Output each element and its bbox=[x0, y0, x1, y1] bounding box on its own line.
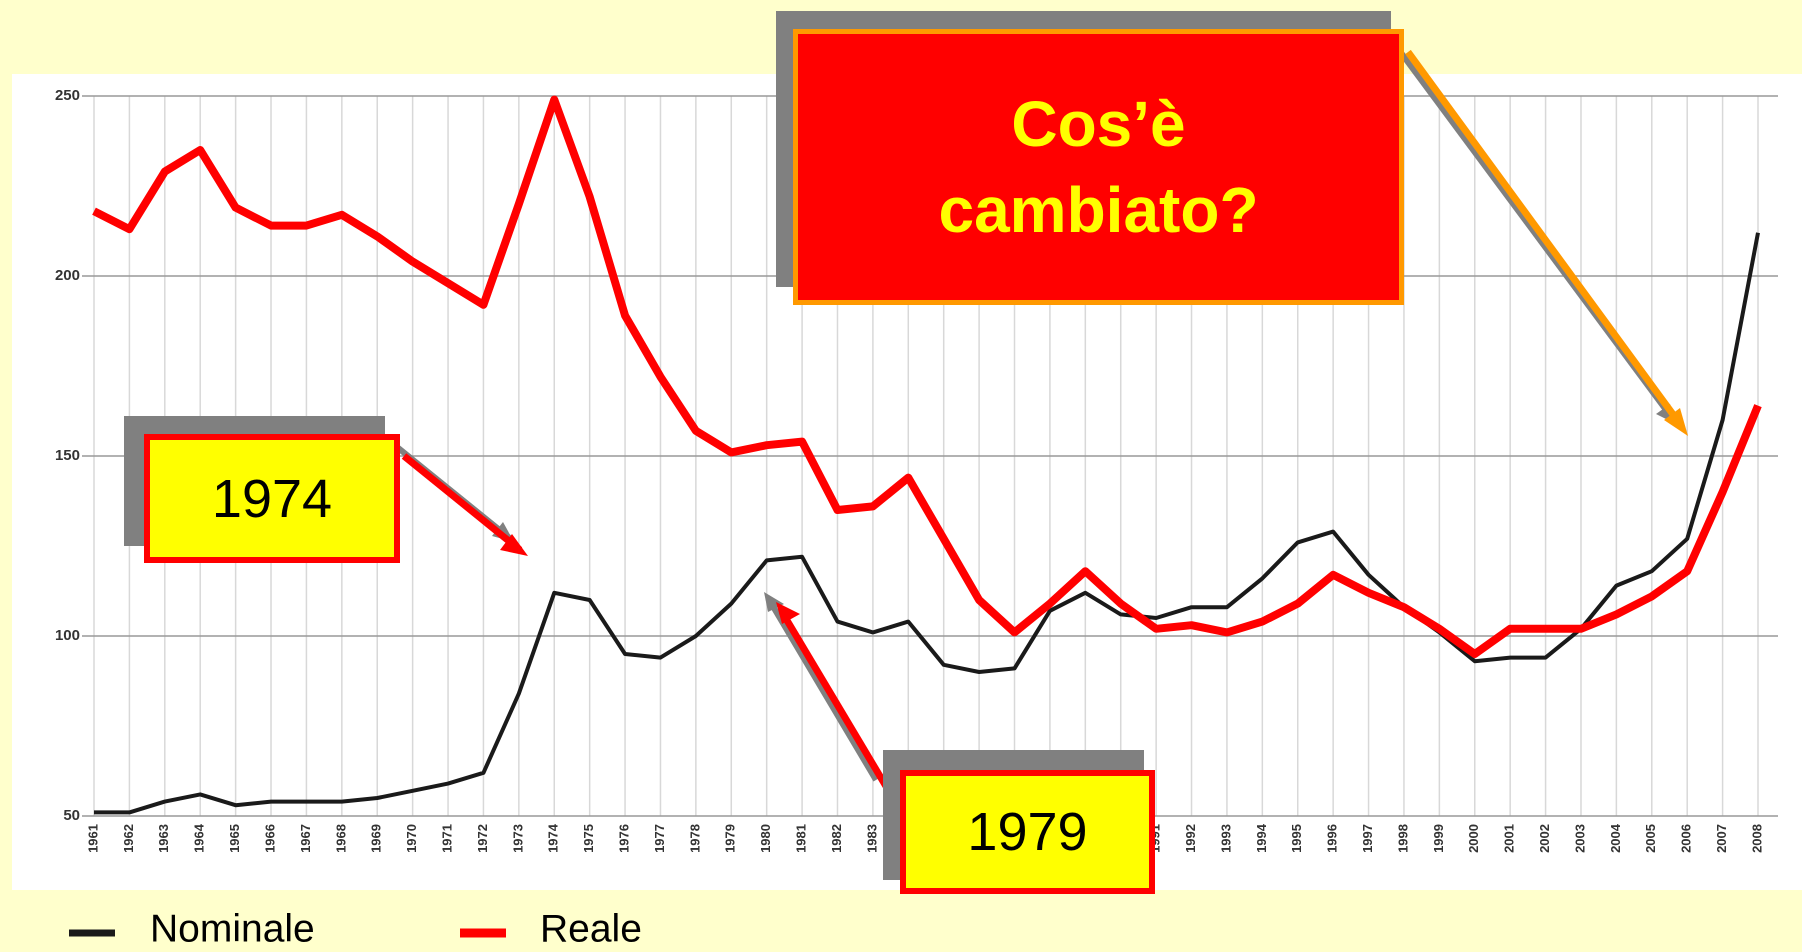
x-tick-label: 1967 bbox=[298, 824, 313, 853]
arrow-head bbox=[776, 602, 800, 624]
x-tick-label: 1964 bbox=[192, 823, 207, 853]
x-tick-label: 2001 bbox=[1502, 824, 1517, 853]
annotation-box: Cos’è cambiato? bbox=[793, 29, 1404, 305]
x-tick-label: 1999 bbox=[1431, 824, 1446, 853]
x-tick-label: 1980 bbox=[758, 824, 773, 853]
x-tick-label: 1962 bbox=[121, 824, 136, 853]
x-tick-label: 1973 bbox=[510, 824, 525, 853]
x-tick-label: 1965 bbox=[227, 824, 242, 853]
x-tick-label: 1966 bbox=[262, 824, 277, 853]
y-tick-label: 250 bbox=[55, 87, 80, 104]
x-tick-label: 2002 bbox=[1537, 824, 1552, 853]
lines bbox=[92, 95, 1762, 815]
x-tick-label: 1998 bbox=[1395, 824, 1410, 853]
y-tick-label: 150 bbox=[55, 447, 80, 464]
x-tick-label: 1982 bbox=[829, 824, 844, 853]
x-tick-label: 1974 bbox=[546, 823, 561, 853]
x-tick-label: 2007 bbox=[1714, 824, 1729, 853]
x-tick-label: 1971 bbox=[439, 824, 454, 853]
x-tick-label: 1968 bbox=[333, 824, 348, 853]
x-tick-label: 2000 bbox=[1466, 824, 1481, 853]
x-tick-label: 1995 bbox=[1289, 824, 1304, 853]
arrow bbox=[1405, 49, 1683, 427]
x-tick-label: 2005 bbox=[1643, 824, 1658, 853]
arrow-shadow bbox=[765, 596, 879, 782]
x-tick-label: 2004 bbox=[1608, 823, 1623, 853]
x-tick-label: 1961 bbox=[85, 824, 100, 853]
x-tick-label: 1977 bbox=[652, 824, 667, 853]
arrow bbox=[778, 610, 894, 795]
legend-label: Reale bbox=[540, 907, 642, 950]
x-tick-label: 2008 bbox=[1749, 824, 1764, 853]
x-tick-label: 1979 bbox=[723, 824, 738, 853]
annotation-box: 1979 bbox=[900, 770, 1155, 894]
x-tick-label: 1970 bbox=[404, 824, 419, 853]
x-tick-label: 1996 bbox=[1325, 824, 1340, 853]
x-tick-label: 1963 bbox=[156, 824, 171, 853]
y-tick-label: 50 bbox=[63, 807, 80, 824]
arrow bbox=[401, 453, 523, 553]
x-tick-label: 1983 bbox=[864, 824, 879, 853]
series-line bbox=[94, 232, 1760, 815]
x-tick-label: 1993 bbox=[1218, 824, 1233, 853]
x-tick-label: 1972 bbox=[475, 824, 490, 853]
x-tick-label: 1981 bbox=[794, 824, 809, 853]
arrow-head bbox=[500, 534, 528, 556]
x-tick-label: 1978 bbox=[687, 824, 702, 853]
arrows bbox=[390, 44, 1688, 795]
x-tick-label: 1992 bbox=[1183, 824, 1198, 853]
y-tick-label: 200 bbox=[55, 267, 80, 284]
x-tick-label: 1997 bbox=[1360, 824, 1375, 853]
legend: Nominale Reale bbox=[69, 907, 642, 950]
x-tick-label: 1976 bbox=[617, 824, 632, 853]
x-tick-label: 2006 bbox=[1679, 824, 1694, 853]
x-tick-label: 2003 bbox=[1572, 824, 1587, 853]
x-tick-label: 1969 bbox=[369, 824, 384, 853]
y-tick-label: 100 bbox=[55, 627, 80, 644]
series-line bbox=[92, 95, 1762, 658]
x-tick-label: 1975 bbox=[581, 824, 596, 853]
legend-label: Nominale bbox=[150, 907, 315, 950]
annotation-box: 1974 bbox=[144, 434, 400, 563]
arrow-shadow-head bbox=[764, 592, 784, 612]
arrow-head bbox=[1664, 408, 1688, 436]
x-tick-label: 1994 bbox=[1254, 823, 1269, 853]
